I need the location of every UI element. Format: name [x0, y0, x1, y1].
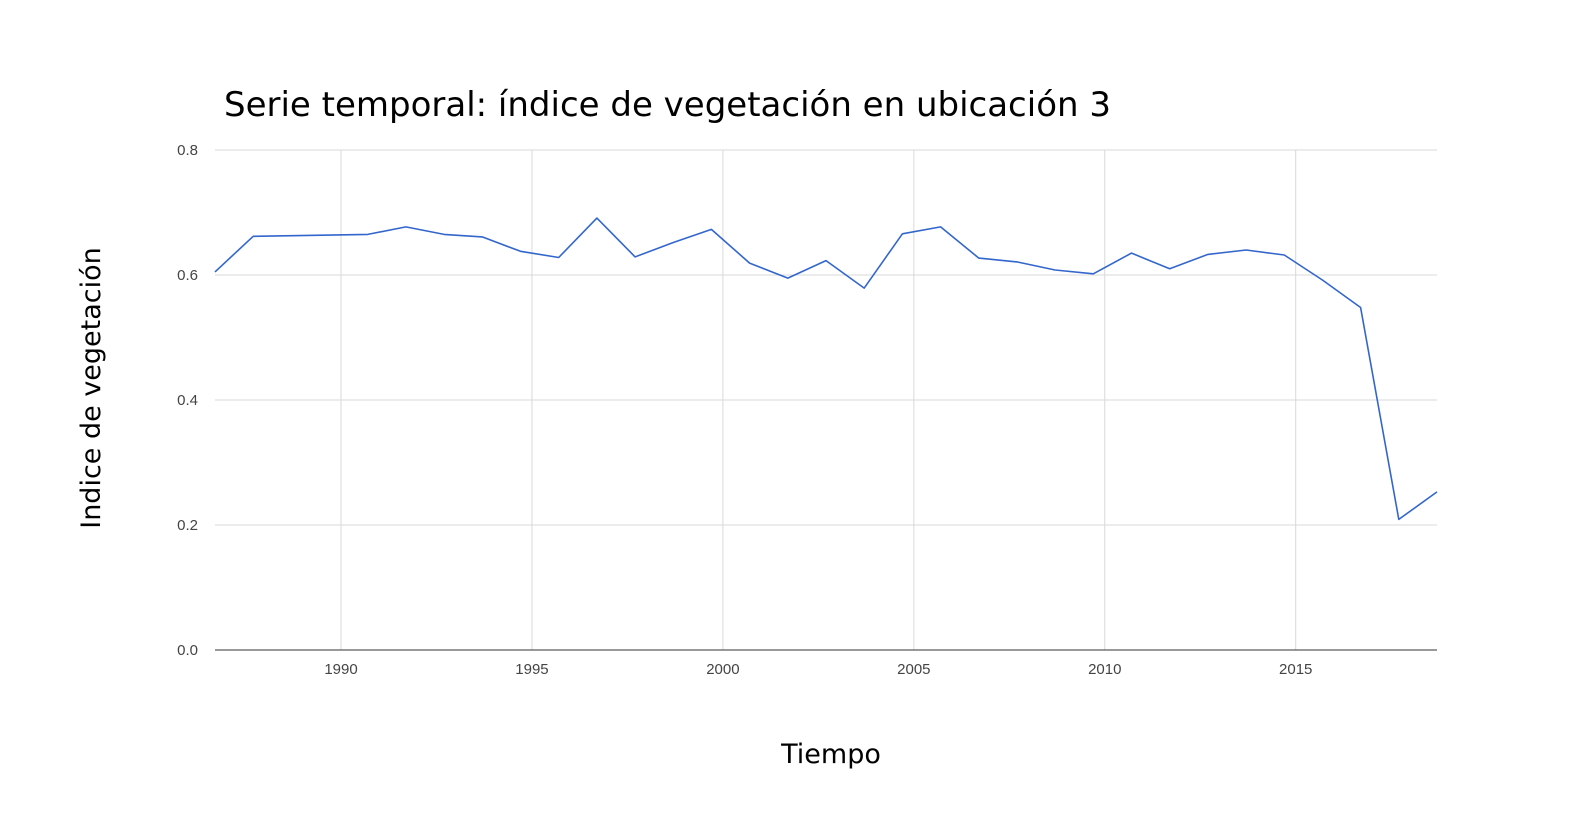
y-tick-label: 0.2 — [177, 517, 198, 534]
data-point — [1434, 489, 1440, 495]
data-point — [747, 260, 753, 266]
y-tick-label: 0.0 — [177, 642, 198, 659]
data-point — [250, 233, 256, 239]
data-point — [1281, 252, 1287, 258]
data-point — [785, 275, 791, 281]
chart-title: Serie temporal: índice de vegetación en … — [224, 85, 1111, 125]
data-point — [1396, 516, 1402, 522]
y-axis-title: Indice de vegetación — [76, 247, 107, 529]
data-point — [823, 258, 829, 264]
y-tick-label: 0.8 — [177, 142, 198, 159]
x-tick-label: 1995 — [515, 661, 548, 678]
data-point — [594, 215, 600, 221]
x-tick-label: 2010 — [1088, 661, 1121, 678]
y-tick-label: 0.4 — [177, 392, 198, 409]
tick-labels: 0.0 0.2 0.4 0.6 0.8 1990 1995 2000 2005 2010 2015 — [177, 142, 1312, 678]
data-point — [1090, 271, 1096, 277]
data-point — [212, 269, 218, 275]
x-tick-label: 1990 — [324, 661, 357, 678]
data-point — [899, 231, 905, 237]
series-line-1 — [214, 217, 1438, 521]
data-point — [403, 224, 409, 230]
data-point — [976, 255, 982, 261]
data-point — [632, 254, 638, 260]
data-point — [1052, 267, 1058, 273]
data-point — [708, 226, 714, 232]
data-point — [1167, 266, 1173, 272]
data-point — [441, 231, 447, 237]
data-point — [1014, 259, 1020, 265]
data-point — [556, 255, 562, 261]
y-tick-label: 0.6 — [177, 267, 198, 284]
x-tick-label: 2015 — [1279, 661, 1312, 678]
series-layer — [212, 215, 1440, 522]
x-axis-title: Tiempo — [780, 739, 881, 770]
grid-layer — [215, 149, 1437, 651]
data-point — [1129, 250, 1135, 256]
data-point — [365, 231, 371, 237]
data-point — [670, 240, 676, 246]
data-point — [1205, 251, 1211, 257]
x-tick-label: 2000 — [706, 661, 739, 678]
data-point — [861, 285, 867, 291]
data-point — [938, 224, 944, 230]
data-point — [479, 234, 485, 240]
data-point — [1358, 305, 1364, 311]
data-point — [518, 248, 524, 254]
x-tick-label: 2005 — [897, 661, 930, 678]
data-point — [1243, 247, 1249, 253]
data-point — [1319, 277, 1325, 283]
